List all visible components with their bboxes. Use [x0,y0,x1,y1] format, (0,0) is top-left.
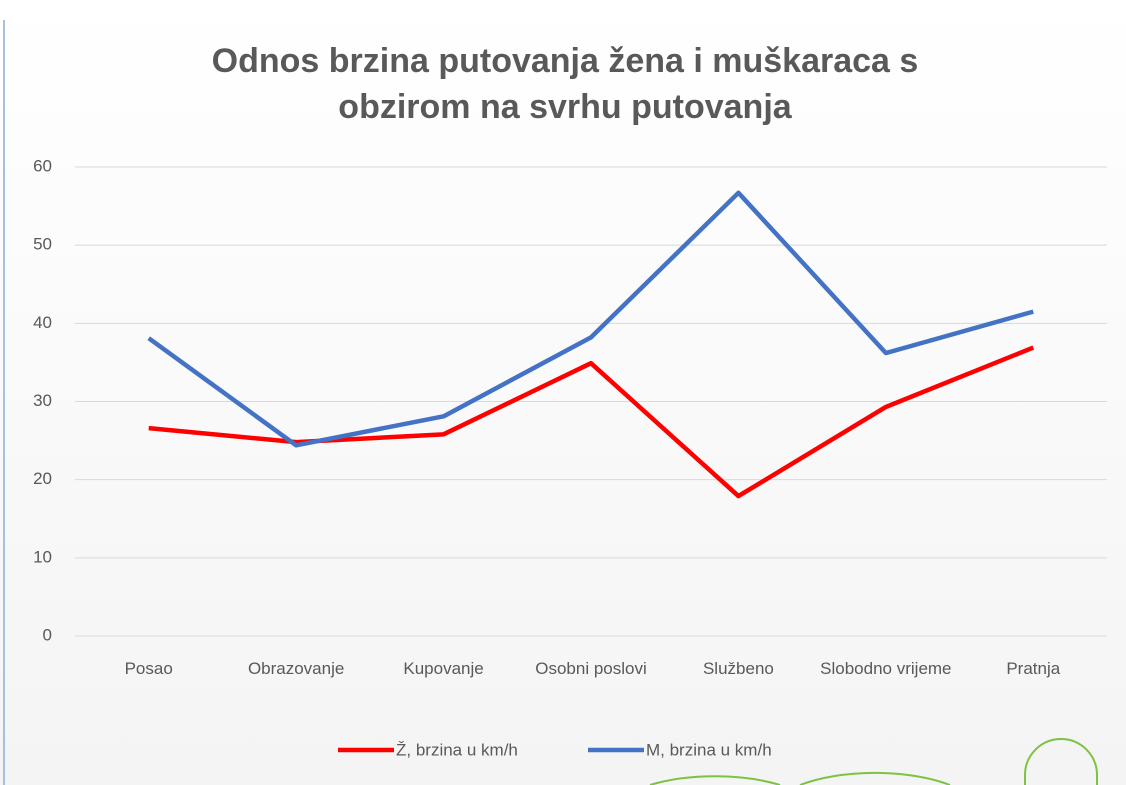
x-tick-label: Posao [124,659,173,678]
x-tick-label: Službeno [702,659,774,678]
decor-circle [1024,738,1098,785]
x-tick-label: Pratnja [1006,659,1061,678]
line-series [147,190,1034,448]
legend-label: M, brzina u km/h [646,740,772,759]
y-tick-label: 10 [33,547,52,566]
y-tick-label: 0 [43,625,52,644]
x-tick-label: Obrazovanje [247,659,345,678]
y-tick-label: 20 [33,469,52,488]
y-tick-label: 60 [33,156,52,175]
y-tick-label: 40 [33,313,52,332]
x-tick-label: Kupovanje [403,659,484,678]
decor-circle [799,771,951,785]
chart-title: Odnos brzina putovanja žena i muškaraca … [211,42,919,126]
line-series [148,345,1035,499]
y-tick-label: 30 [33,391,52,410]
x-tick-label: Slobodno vrijeme [820,659,952,678]
decor-circle [649,775,781,785]
legend-label: Ž, brzina u km/h [396,740,518,759]
y-tick-label: 50 [33,235,52,254]
x-tick-label: Osobni poslovi [535,659,647,678]
